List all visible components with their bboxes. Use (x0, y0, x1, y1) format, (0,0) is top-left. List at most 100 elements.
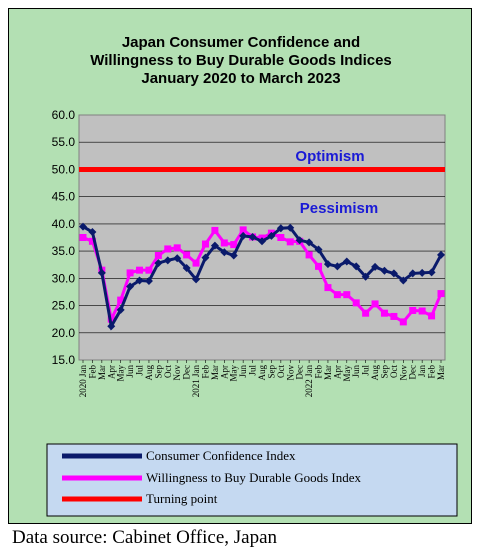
point-durable-goods (362, 309, 370, 317)
y-axis-ticks: 15.0 20.0 25.0 30.0 35.0 40.0 45.0 50.0 55.0 60.0 (52, 108, 76, 367)
point-consumer-confidence (248, 232, 257, 241)
x-tick-label: Feb (200, 365, 210, 379)
point-consumer-confidence (79, 222, 87, 231)
x-tick-label: Jun (351, 365, 361, 378)
chart-title-line-3: January 2020 to March 2023 (141, 70, 340, 87)
point-consumer-confidence (295, 236, 304, 245)
y-tick-label: 25.0 (52, 299, 76, 313)
x-tick-label: Sep (266, 365, 276, 379)
point-consumer-confidence (126, 282, 135, 291)
point-durable-goods (164, 245, 172, 253)
x-tick-label: Oct (389, 365, 399, 378)
annotation-pessimism: Pessimism (300, 200, 378, 217)
point-durable-goods (428, 312, 436, 320)
x-tick-label: Sep (379, 365, 389, 379)
x-axis-ticks: 2020 Jan Feb Mar Apr May Jun Jul Aug Sep Oct Nov De… (78, 360, 446, 397)
annotation-optimism: Optimism (295, 148, 364, 165)
point-durable-goods (79, 234, 87, 241)
point-durable-goods (437, 290, 445, 298)
point-durable-goods (418, 307, 426, 315)
point-consumer-confidence (210, 241, 219, 250)
x-tick-label: Nov (285, 365, 295, 381)
point-consumer-confidence (173, 254, 182, 263)
x-tick-label: Dec (295, 365, 305, 380)
point-consumer-confidence (427, 268, 436, 277)
point-consumer-confidence (116, 305, 125, 314)
chart-title: Japan Consumer Confidence and Willingnes… (90, 34, 392, 87)
point-consumer-confidence (399, 276, 408, 285)
point-consumer-confidence (342, 257, 351, 266)
point-durable-goods (136, 266, 144, 274)
point-durable-goods (173, 244, 181, 252)
point-durable-goods (315, 262, 323, 270)
point-consumer-confidence (276, 224, 285, 233)
x-tick-label: May (229, 365, 239, 382)
point-consumer-confidence (267, 231, 276, 240)
point-consumer-confidence (323, 260, 332, 269)
y-tick-label: 50.0 (52, 162, 76, 176)
point-consumer-confidence (144, 277, 153, 286)
point-durable-goods (183, 251, 191, 259)
x-tick-label: May (116, 365, 126, 382)
point-consumer-confidence (286, 223, 295, 232)
point-durable-goods (399, 318, 407, 326)
point-durable-goods (230, 241, 238, 249)
point-durable-goods (277, 234, 285, 241)
point-consumer-confidence (107, 322, 116, 331)
point-consumer-confidence (154, 259, 163, 268)
y-tick-label: 45.0 (52, 190, 76, 204)
point-durable-goods (380, 309, 388, 317)
point-durable-goods (333, 291, 341, 299)
point-consumer-confidence (258, 237, 266, 246)
legend-label-consumer-confidence: Consumer Confidence Index (146, 448, 296, 463)
x-tick-label: Mar (97, 365, 107, 380)
point-consumer-confidence (437, 250, 445, 259)
x-tick-label: Jul (248, 365, 258, 376)
chart-title-line-1: Japan Consumer Confidence and (122, 34, 360, 51)
x-tick-label: Jun (238, 365, 248, 378)
x-tick-label: Nov (398, 365, 408, 381)
x-tick-label: 2022 Jan (304, 365, 314, 398)
legend: Consumer Confidence Index Willingness to… (46, 443, 458, 517)
gridlines (79, 141, 445, 334)
point-durable-goods (117, 296, 125, 304)
legend-label-durable-goods: Willingness to Buy Durable Goods Index (146, 470, 362, 485)
point-consumer-confidence (380, 266, 389, 275)
x-tick-label: 2020 Jan (78, 365, 88, 398)
point-durable-goods (352, 299, 360, 307)
x-tick-label: Dec (408, 365, 418, 380)
point-consumer-confidence (389, 269, 398, 278)
y-tick-label: 55.0 (52, 135, 76, 149)
point-durable-goods (154, 251, 162, 259)
point-consumer-confidence (229, 251, 238, 260)
data-source-note: Data source: Cabinet Office, Japan (12, 527, 278, 548)
x-tick-label: Mar (210, 365, 220, 380)
x-tick-label: Jul (135, 365, 145, 376)
y-tick-label: 35.0 (52, 244, 76, 258)
x-tick-label: Oct (276, 365, 286, 378)
y-tick-label: 40.0 (52, 217, 76, 231)
x-tick-label: Aug (144, 365, 154, 381)
x-tick-label: May (342, 365, 352, 382)
point-consumer-confidence (201, 253, 210, 262)
x-tick-label: Aug (257, 365, 267, 381)
y-tick-label: 60.0 (52, 108, 76, 122)
point-consumer-confidence (333, 262, 342, 271)
point-consumer-confidence (192, 275, 201, 284)
point-durable-goods (88, 237, 96, 245)
x-tick-label: Aug (370, 365, 380, 381)
y-tick-label: 20.0 (52, 326, 76, 340)
x-tick-label: Mar (323, 365, 333, 380)
point-durable-goods (305, 251, 313, 259)
chart-title-line-2: Willingness to Buy Durable Goods Indices (90, 52, 392, 69)
series-layer (79, 166, 445, 331)
x-tick-label: Dec (182, 365, 192, 380)
point-consumer-confidence (371, 262, 380, 271)
point-durable-goods (220, 239, 228, 247)
x-tick-label: Sep (153, 365, 163, 379)
x-tick-label: 2021 Jan (191, 365, 201, 398)
point-durable-goods (239, 226, 247, 234)
x-tick-label: Feb (427, 365, 437, 379)
legend-label-turning-point: Turning point (146, 491, 218, 506)
